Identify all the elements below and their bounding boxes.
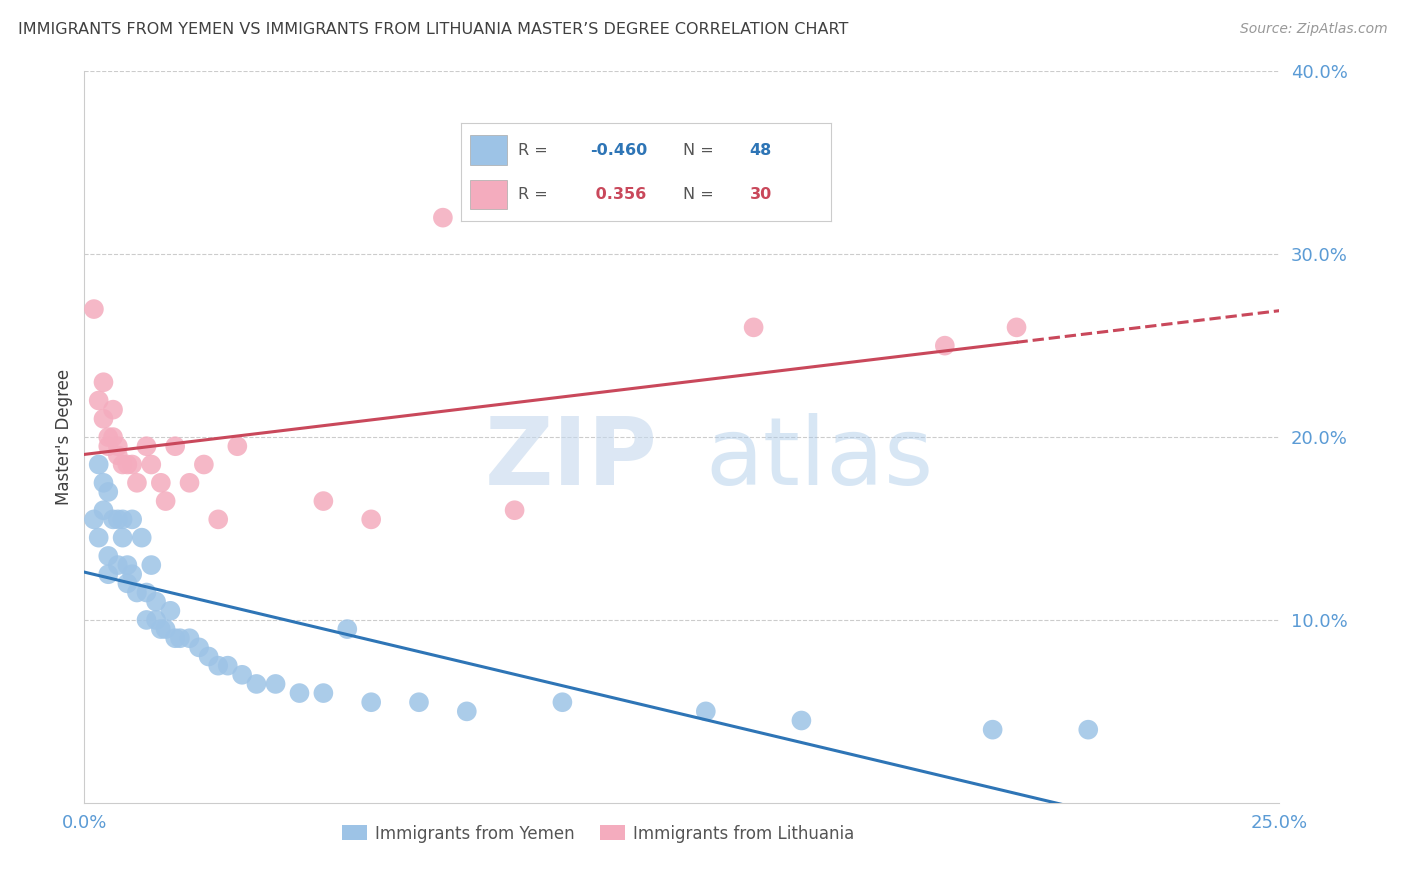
Point (207, 658, 229, 673)
Point (432, 211, 454, 225)
Point (197, 649, 219, 664)
Legend: Immigrants from Yemen, Immigrants from Lithuania: Immigrants from Yemen, Immigrants from L… (335, 818, 862, 849)
Point (695, 705, 717, 719)
Point (456, 705, 478, 719)
Point (87, 393, 110, 408)
Point (503, 503, 526, 517)
Point (169, 632, 191, 646)
Point (83, 512, 105, 526)
Point (226, 439, 249, 453)
Point (125, 475, 148, 490)
Point (107, 448, 129, 462)
Point (97, 485, 120, 500)
Point (179, 632, 201, 646)
Point (97, 439, 120, 453)
Point (159, 604, 181, 618)
Point (111, 512, 134, 526)
Point (141, 558, 163, 573)
Point (288, 686, 311, 700)
Point (312, 494, 335, 508)
Point (121, 512, 143, 526)
Point (231, 667, 253, 681)
Point (93, 375, 115, 389)
Point (97, 549, 120, 563)
Point (111, 531, 134, 545)
Point (207, 512, 229, 526)
Text: atlas: atlas (706, 413, 934, 505)
Point (93, 475, 115, 490)
Point (179, 475, 201, 490)
Point (149, 622, 172, 636)
Point (97, 430, 120, 444)
Point (121, 567, 143, 582)
Point (117, 458, 139, 472)
Y-axis label: Master's Degree: Master's Degree (55, 369, 73, 505)
Text: Source: ZipAtlas.com: Source: ZipAtlas.com (1240, 22, 1388, 37)
Point (135, 585, 157, 599)
Point (87, 458, 110, 472)
Point (93, 503, 115, 517)
Point (117, 558, 139, 573)
Point (107, 558, 129, 573)
Point (155, 494, 177, 508)
Point (193, 458, 215, 472)
Point (83, 301, 105, 317)
Point (101, 430, 124, 444)
Point (121, 458, 143, 472)
Point (101, 512, 124, 526)
Point (1077, 723, 1099, 737)
Text: IMMIGRANTS FROM YEMEN VS IMMIGRANTS FROM LITHUANIA MASTER’S DEGREE CORRELATION C: IMMIGRANTS FROM YEMEN VS IMMIGRANTS FROM… (18, 22, 849, 37)
Point (1005, 320, 1028, 334)
Point (245, 677, 267, 691)
Point (125, 585, 148, 599)
Point (107, 439, 129, 453)
Point (264, 677, 287, 691)
Point (742, 320, 765, 334)
Point (360, 695, 382, 709)
Point (790, 714, 813, 728)
Point (360, 512, 382, 526)
Point (135, 613, 157, 627)
Text: ZIP: ZIP (485, 413, 658, 505)
Point (165, 632, 187, 646)
Point (188, 640, 211, 655)
Point (101, 402, 124, 417)
Point (87, 531, 110, 545)
Point (981, 723, 1004, 737)
Point (145, 594, 167, 608)
Point (131, 531, 153, 545)
Point (149, 475, 172, 490)
Point (93, 412, 115, 426)
Point (117, 576, 139, 591)
Point (312, 686, 335, 700)
Point (336, 622, 359, 636)
Point (934, 338, 956, 352)
Point (97, 567, 120, 582)
Point (141, 458, 163, 472)
Point (217, 658, 239, 673)
Point (107, 512, 129, 526)
Point (111, 458, 134, 472)
Point (145, 613, 167, 627)
Point (165, 439, 187, 453)
Point (551, 695, 574, 709)
Point (135, 439, 157, 453)
Point (155, 622, 177, 636)
Point (408, 695, 430, 709)
